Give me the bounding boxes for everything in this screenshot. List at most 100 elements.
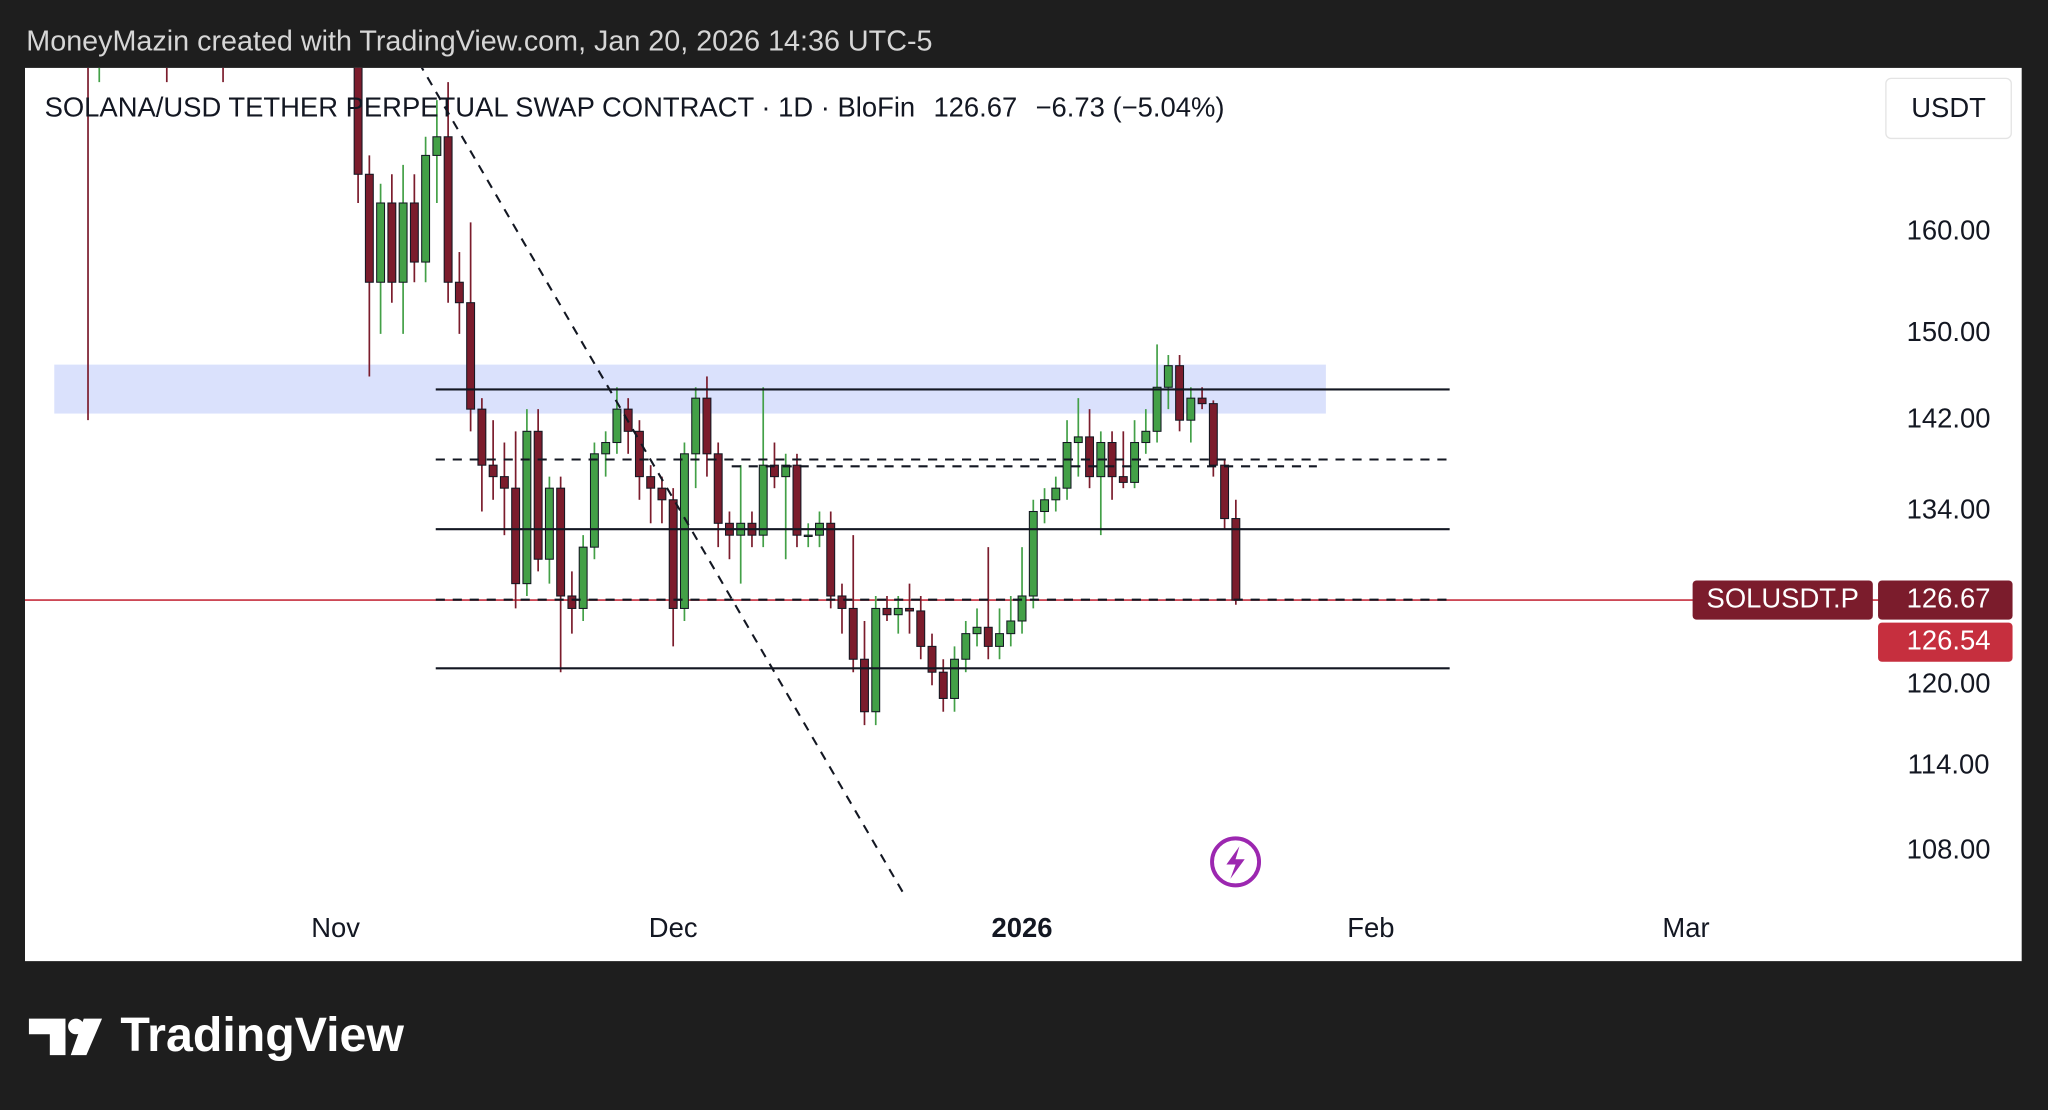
candle-body xyxy=(1051,487,1061,501)
candle-body xyxy=(792,464,802,536)
candle-body xyxy=(466,302,476,410)
candle-body xyxy=(376,202,386,283)
attribution: MoneyMazin created with TradingView.com,… xyxy=(26,26,932,58)
candle-body xyxy=(522,430,532,585)
x-tick-label: Nov xyxy=(311,912,360,943)
candle-body xyxy=(826,522,836,597)
currency-label[interactable]: USDT xyxy=(1911,92,1986,123)
candle-body xyxy=(713,453,723,524)
candle-body xyxy=(972,626,982,635)
candle-body xyxy=(871,607,881,713)
candle-body xyxy=(1118,476,1128,483)
x-tick-label: Mar xyxy=(1662,912,1709,943)
candle-body xyxy=(893,607,903,616)
candle-body xyxy=(848,607,858,660)
candle-body xyxy=(601,441,611,455)
candle-body xyxy=(634,430,644,478)
symbol-title: SOLANA/USD TETHER PERPETUAL SWAP CONTRAC… xyxy=(45,92,916,123)
candle-body xyxy=(691,397,701,455)
candle-body xyxy=(1141,430,1151,444)
candle-body xyxy=(578,546,588,609)
candle-body xyxy=(387,202,397,283)
candle-body xyxy=(995,633,1004,647)
candle-body xyxy=(364,173,374,283)
symbol-tag-label: SOLUSDT.P xyxy=(1707,582,1859,613)
y-tick-label: 114.00 xyxy=(1908,748,1990,779)
candle-body xyxy=(443,136,453,283)
currency-button[interactable] xyxy=(1885,77,2012,140)
candle-body xyxy=(657,487,667,501)
candle-body xyxy=(1130,441,1140,483)
symbol-tag xyxy=(1692,580,1873,620)
candle-body xyxy=(1197,397,1207,405)
candle-body xyxy=(679,453,689,609)
plot-area xyxy=(24,67,1881,895)
candle-body xyxy=(1062,441,1072,489)
y-tick-label: 142.00 xyxy=(1907,402,1991,433)
candle-body xyxy=(770,464,779,478)
candle-body xyxy=(556,487,566,597)
candle-body xyxy=(983,626,993,647)
candle-body xyxy=(1028,510,1038,597)
candle-body xyxy=(533,430,543,560)
y-tick-label: 108.00 xyxy=(1907,833,1991,864)
candle-body xyxy=(803,534,813,538)
x-tick-label: Dec xyxy=(649,912,698,943)
candle-body xyxy=(916,610,926,647)
dashed-line xyxy=(420,67,905,895)
candle-body xyxy=(950,658,959,699)
candle-body xyxy=(398,202,408,283)
candle-body xyxy=(1085,436,1095,478)
event-bolt xyxy=(1226,846,1245,879)
candle-body xyxy=(1220,464,1230,520)
candle-body xyxy=(646,476,656,489)
price-tag-label: 126.67 xyxy=(1907,582,1991,613)
candle-body xyxy=(567,595,577,609)
candle-body xyxy=(1175,365,1185,421)
candle-body xyxy=(905,607,914,612)
candle-body xyxy=(702,397,712,455)
y-tick-label: 150.00 xyxy=(1907,316,1991,347)
candle-body xyxy=(1186,397,1196,421)
candle-body xyxy=(409,202,419,263)
candle-body xyxy=(1017,595,1027,622)
candle-body xyxy=(1208,403,1218,466)
candle-body xyxy=(837,595,847,609)
candle-body xyxy=(938,671,948,699)
candle-body xyxy=(432,136,442,156)
candle-body xyxy=(758,464,768,536)
candle-body xyxy=(612,408,622,444)
candle-body xyxy=(499,476,509,489)
candle-body xyxy=(1040,499,1050,513)
candle-body xyxy=(353,67,363,175)
brand-name: TradingView xyxy=(120,1008,404,1062)
candle-body xyxy=(421,154,431,263)
chart-pane xyxy=(25,67,2022,962)
candle-body xyxy=(781,464,791,478)
price-change: −6.73 (−5.04%) xyxy=(1036,92,1225,123)
brand-logo xyxy=(28,1018,103,1056)
candle-body xyxy=(511,487,521,585)
candle-body xyxy=(1163,365,1173,388)
y-tick-label: 134.00 xyxy=(1907,494,1991,525)
candle-body xyxy=(1073,436,1083,444)
candle-body xyxy=(544,487,554,560)
candle-body xyxy=(1152,386,1162,432)
candle-body xyxy=(927,645,937,673)
x-tick-label: 2026 xyxy=(992,912,1053,943)
x-tick-label: Feb xyxy=(1347,912,1394,943)
event-icon[interactable] xyxy=(1210,836,1262,888)
candle-body xyxy=(668,499,678,609)
mark-price-tag xyxy=(1878,622,2013,662)
candle-body xyxy=(1006,620,1016,635)
y-tick-label: 120.00 xyxy=(1907,668,1991,699)
candle-body xyxy=(488,464,498,478)
candle-body xyxy=(882,607,892,616)
y-tick-label: 160.00 xyxy=(1907,214,1991,245)
candle-body xyxy=(589,453,599,548)
candle-body xyxy=(1231,518,1241,601)
candle-body xyxy=(860,658,869,713)
last-price: 126.67 xyxy=(933,92,1017,123)
candle-body xyxy=(961,633,971,660)
